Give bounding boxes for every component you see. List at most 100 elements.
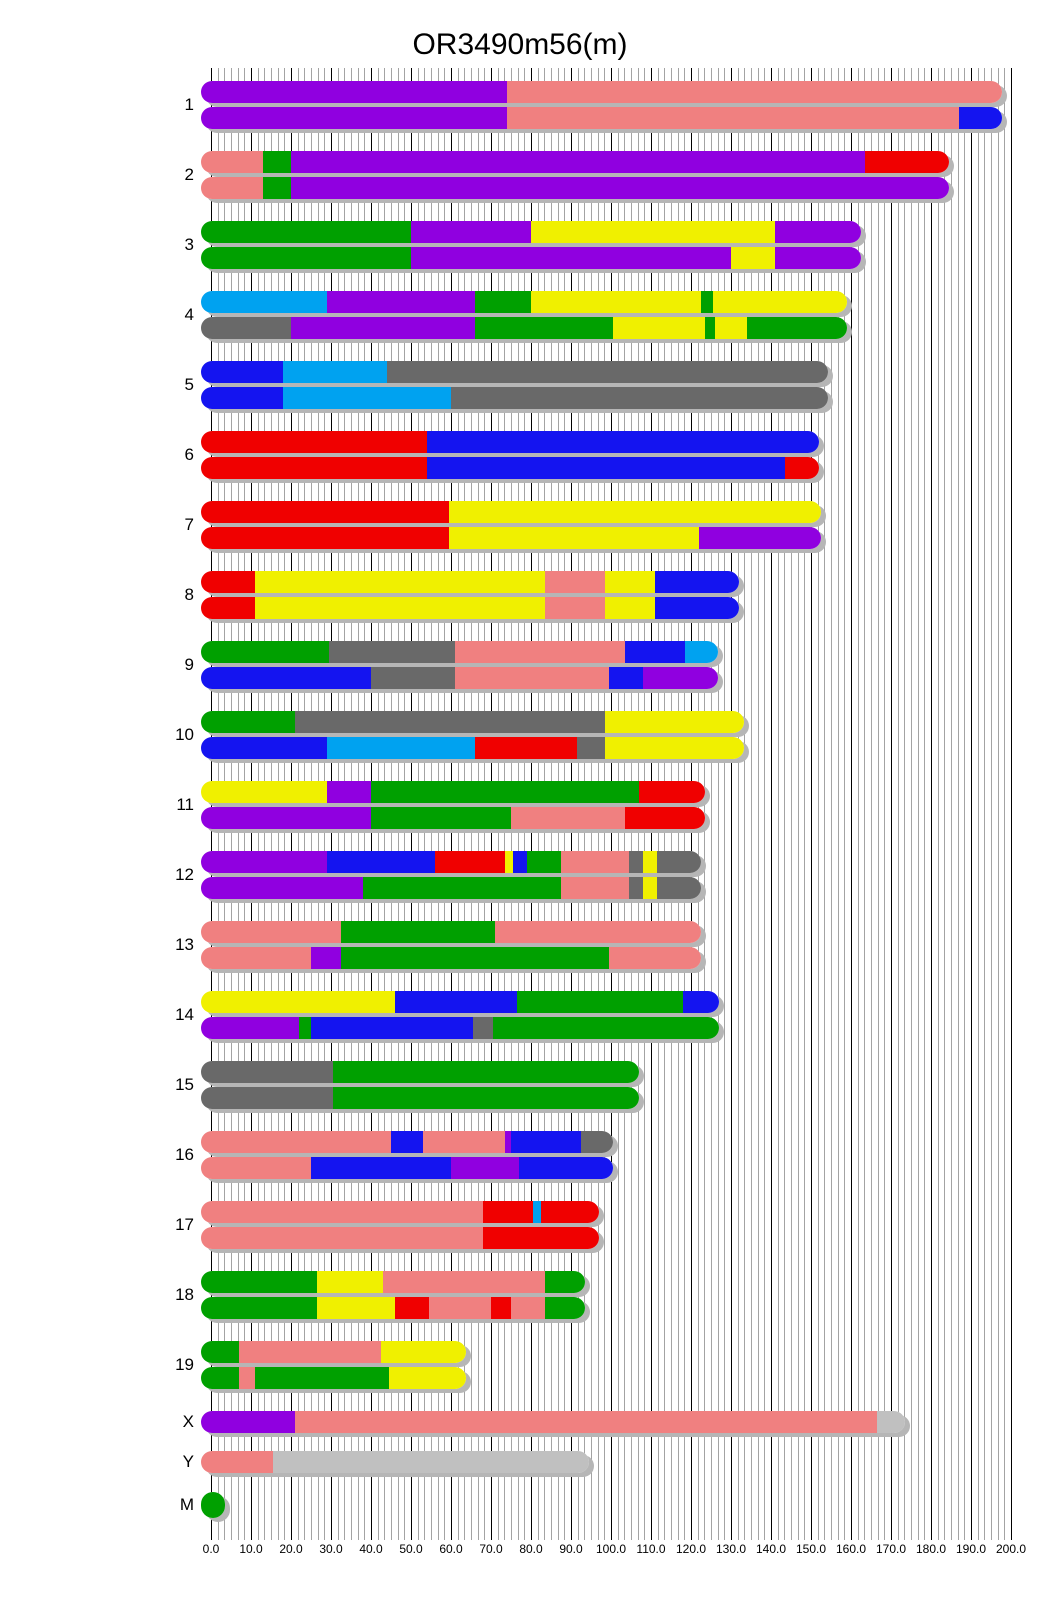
- segment-pink: [201, 1227, 483, 1249]
- chromosome-9-bar-1: [201, 641, 719, 663]
- minor-gridline: [437, 68, 439, 1540]
- segment-yellow: [201, 781, 327, 803]
- segment-skyblue: [283, 387, 451, 409]
- minor-gridline: [584, 68, 586, 1540]
- segment-pink: [201, 1131, 391, 1153]
- segment-yellow: [255, 571, 545, 593]
- segment-green: [201, 1492, 225, 1518]
- minor-gridline: [1004, 68, 1006, 1540]
- segment-darkgray: [629, 877, 643, 899]
- chromosome-18-bar-2: [201, 1297, 585, 1319]
- major-gridline: [611, 68, 612, 1540]
- minor-gridline: [657, 68, 659, 1540]
- minor-gridline: [537, 68, 539, 1540]
- chromosome-label-9: 9: [184, 655, 194, 674]
- axis-tick-label: 200.0: [995, 1542, 1027, 1556]
- minor-gridline: [784, 68, 786, 1540]
- minor-gridline: [664, 68, 666, 1540]
- minor-gridline: [304, 68, 306, 1540]
- major-gridline: [811, 68, 812, 1540]
- minor-gridline: [804, 68, 806, 1540]
- minor-gridline: [457, 68, 459, 1540]
- segment-green: [747, 317, 847, 339]
- segment-pink: [455, 667, 609, 689]
- segment-yellow: [643, 851, 657, 873]
- segment-green: [545, 1297, 585, 1319]
- axis-tick-label: 160.0: [835, 1542, 867, 1556]
- segment-pink: [455, 641, 625, 663]
- segment-green: [493, 1017, 719, 1039]
- segment-pink: [201, 151, 263, 173]
- segment-pink: [429, 1297, 491, 1319]
- segment-yellow: [389, 1367, 467, 1389]
- segment-blue: [609, 667, 643, 689]
- segment-skyblue: [283, 361, 387, 383]
- segment-red: [483, 1227, 599, 1249]
- segment-green: [201, 247, 411, 269]
- segment-pink: [507, 107, 959, 129]
- minor-gridline: [617, 68, 619, 1540]
- segment-blue: [311, 1017, 473, 1039]
- segment-darkgray: [201, 1087, 333, 1109]
- segment-green: [263, 177, 291, 199]
- segment-pink: [561, 877, 629, 899]
- axis-tick-label: 0.0: [202, 1542, 220, 1556]
- minor-gridline: [464, 68, 466, 1540]
- minor-gridline: [697, 68, 699, 1540]
- minor-gridline: [631, 68, 632, 1540]
- segment-pink: [383, 1271, 545, 1293]
- chromosome-10-bar-1: [201, 711, 744, 733]
- axis-tick-label: 120.0: [675, 1542, 707, 1556]
- segment-purple: [699, 527, 821, 549]
- axis-tick-label: 190.0: [955, 1542, 987, 1556]
- major-gridline: [251, 68, 252, 1540]
- axis-tick-label: 180.0: [915, 1542, 947, 1556]
- minor-gridline: [671, 68, 672, 1540]
- chromosome-14-bar-2: [201, 1017, 719, 1039]
- segment-red: [865, 151, 949, 173]
- segment-purple: [291, 317, 475, 339]
- minor-gridline: [591, 68, 592, 1540]
- segment-green: [705, 317, 715, 339]
- minor-gridline: [344, 68, 346, 1540]
- segment-yellow: [317, 1271, 383, 1293]
- segment-blue: [683, 991, 719, 1013]
- segment-darkgray: [201, 317, 291, 339]
- segment-pink: [609, 947, 701, 969]
- minor-gridline: [997, 68, 999, 1540]
- minor-gridline: [224, 68, 226, 1540]
- segment-green: [517, 991, 683, 1013]
- axis-tick-label: 40.0: [359, 1542, 383, 1556]
- segment-pink: [561, 851, 629, 873]
- minor-gridline: [704, 68, 706, 1540]
- segment-red: [201, 571, 255, 593]
- chromosome-M-bar-1: [201, 1492, 225, 1518]
- segment-darkgray: [201, 1061, 333, 1083]
- segment-darkgray: [387, 361, 829, 383]
- chromosome-label-4: 4: [184, 305, 194, 324]
- chromosome-2-bar-2: [201, 177, 949, 199]
- minor-gridline: [624, 68, 626, 1540]
- segment-green: [201, 1341, 239, 1363]
- segment-purple: [505, 1131, 511, 1153]
- minor-gridline: [257, 68, 259, 1540]
- segment-yellow: [605, 711, 744, 733]
- chromosome-label-12: 12: [175, 865, 194, 884]
- segment-yellow: [605, 737, 744, 759]
- minor-gridline: [604, 68, 606, 1540]
- segment-pink: [201, 947, 311, 969]
- segment-red: [395, 1297, 429, 1319]
- segment-purple: [201, 1017, 299, 1039]
- segment-darkgray: [581, 1131, 613, 1153]
- minor-gridline: [597, 68, 599, 1540]
- chromosome-label-19: 19: [175, 1355, 194, 1374]
- minor-gridline: [264, 68, 266, 1540]
- chromosome-label-17: 17: [175, 1215, 194, 1234]
- segment-blue: [519, 1157, 613, 1179]
- segment-red: [483, 1201, 533, 1223]
- segment-blue: [511, 1131, 581, 1153]
- minor-gridline: [317, 68, 319, 1540]
- minor-gridline: [297, 68, 299, 1540]
- segment-green: [201, 1367, 239, 1389]
